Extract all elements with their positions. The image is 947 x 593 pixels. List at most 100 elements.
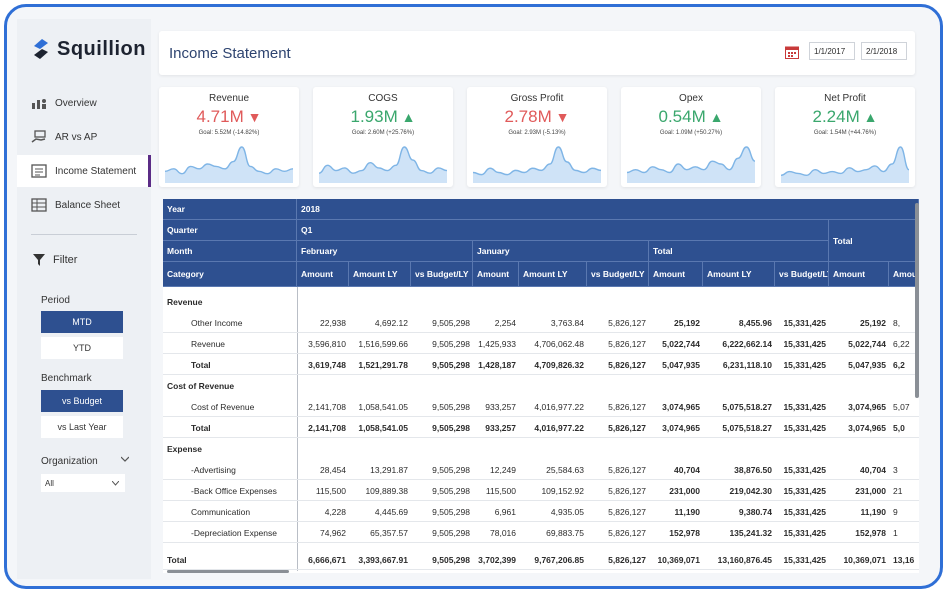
table-cell: 2,141,708: [308, 423, 346, 433]
table-row: Revenue 3,596,810 1,516,599.66 9,505,298 1,4…: [163, 333, 919, 354]
date-to-input[interactable]: 2/1/2018: [861, 42, 907, 60]
trend-down-icon: ▼: [551, 109, 570, 125]
table-cell: 3,074,965: [662, 402, 700, 412]
table-cell: 4,709,826.32: [534, 360, 584, 370]
table-cell: 65,357.57: [370, 528, 408, 538]
row-label[interactable]: Cost of Revenue: [167, 381, 235, 391]
benchmark-budget-button[interactable]: vs Budget: [41, 390, 123, 412]
table-cell: 25,192: [674, 318, 700, 328]
table-cell: 9,505,298: [432, 486, 470, 496]
table-cell: 15,331,425: [783, 423, 826, 433]
table-cell: 5,047,935: [662, 360, 700, 370]
table-cell: 5,826,127: [608, 318, 646, 328]
trend-up-icon: ▲: [859, 109, 878, 125]
organization-select[interactable]: All: [41, 474, 125, 492]
kpi-goal: Goal: 1.09M (+50.27%): [659, 130, 723, 136]
table-cell: 38,876.50: [734, 465, 772, 475]
organization-label-text: Organization: [41, 456, 98, 467]
kpi-title: Opex: [679, 93, 703, 104]
kpi-card[interactable]: COGS 1.93M ▲ Goal: 2.60M (+25.76%): [313, 87, 453, 187]
period-mtd-button[interactable]: MTD: [41, 311, 123, 333]
column-header[interactable]: Amou: [889, 262, 919, 287]
year-header: Year: [163, 199, 297, 220]
table-row: -Advertising 28,454 13,291.87 9,505,298 12,2…: [163, 459, 919, 480]
row-label: Communication: [191, 507, 251, 517]
column-header[interactable]: Amount: [649, 262, 703, 287]
period-ytd-button[interactable]: YTD: [41, 337, 123, 359]
trend-down-icon: ▼: [243, 109, 262, 125]
benchmark-last-year-button[interactable]: vs Last Year: [41, 416, 123, 438]
column-header[interactable]: Amount LY: [703, 262, 775, 287]
column-header[interactable]: Amount LY: [349, 262, 411, 287]
table-cell: 4,692.12: [374, 318, 408, 328]
kpi-card[interactable]: Net Profit 2.24M ▲ Goal: 1.54M (+44.76%): [775, 87, 915, 187]
date-from-input[interactable]: 1/1/2017: [809, 42, 855, 60]
sparkline: [165, 146, 293, 183]
table-cell: 6,22: [893, 339, 910, 349]
sidebar-item-ar-vs-ap[interactable]: AR vs AP: [17, 121, 151, 153]
squillion-logo-icon: [34, 39, 48, 59]
kpi-goal: Goal: 2.60M (+25.76%): [351, 130, 415, 136]
table-cell: 5,826,127: [608, 465, 646, 475]
table-cell: 135,241.32: [729, 528, 772, 538]
table-cell: 8,455.96: [738, 318, 772, 328]
sparkline: [473, 146, 601, 183]
sidebar-item-balance-sheet[interactable]: Balance Sheet: [17, 189, 151, 221]
month-january: January: [473, 241, 649, 262]
trend-up-icon: ▲: [705, 109, 724, 125]
kpi-card[interactable]: Opex 0.54M ▲ Goal: 1.09M (+50.27%): [621, 87, 761, 187]
table-cell: 9,505,298: [432, 339, 470, 349]
table-cell: 15,331,425: [783, 318, 826, 328]
column-header[interactable]: vs Budget/LY: [411, 262, 473, 287]
sidebar-item-overview[interactable]: Overview: [17, 87, 151, 119]
table-cell: 15,331,425: [783, 360, 826, 370]
kpi-card[interactable]: Gross Profit 2.78M ▼ Goal: 2.93M (-5.13%): [467, 87, 607, 187]
chevron-down-icon[interactable]: [121, 456, 129, 462]
table-cell: 5,826,127: [608, 507, 646, 517]
table-cell: 10,369,071: [657, 555, 700, 565]
table-cell: 1,058,541.05: [358, 423, 408, 433]
horizontal-scrollbar[interactable]: [167, 570, 289, 573]
spreadsheet-icon: [31, 198, 47, 212]
table-cell: 5,826,127: [608, 528, 646, 538]
table-row: Cost of Revenue: [163, 375, 919, 396]
sidebar-item-income-statement[interactable]: Income Statement: [17, 155, 151, 187]
column-header[interactable]: Amount: [829, 262, 889, 287]
table-cell: 25,584.63: [546, 465, 584, 475]
row-label[interactable]: Expense: [167, 444, 202, 454]
kpi-value: 2.78M ▼: [467, 107, 607, 127]
kpi-value-text: 2.78M: [504, 107, 552, 126]
table-row: Total 2,141,708 1,058,541.05 9,505,298 933,2…: [163, 417, 919, 438]
table-cell: 15,331,425: [783, 339, 826, 349]
table-cell: 1,516,599.66: [358, 339, 408, 349]
table-cell: 5,07: [893, 402, 910, 412]
table-cell: 15,331,425: [783, 507, 826, 517]
column-header[interactable]: Amount: [297, 262, 349, 287]
year-value: 2018: [297, 199, 919, 220]
kpi-card[interactable]: Revenue 4.71M ▼ Goal: 5.52M (-14.82%): [159, 87, 299, 187]
sparkline-line: [165, 146, 293, 175]
column-header[interactable]: Amount LY: [519, 262, 587, 287]
column-header[interactable]: vs Budget/LY: [587, 262, 649, 287]
table-cell: 9: [893, 507, 898, 517]
table-cell: 5,075,518.27: [722, 402, 772, 412]
row-label[interactable]: Revenue: [167, 297, 203, 307]
calendar-icon[interactable]: [785, 45, 799, 59]
table-cell: 9,380.74: [738, 507, 772, 517]
table-cell: 6,961: [494, 507, 516, 517]
table-cell: 13,160,876.45: [717, 555, 772, 565]
table-cell: 9,505,298: [432, 318, 470, 328]
sparkline-line: [473, 146, 601, 176]
table-cell: 5,0: [893, 423, 905, 433]
table-cell: 9,505,298: [432, 465, 470, 475]
column-header[interactable]: Amount: [473, 262, 519, 287]
app-name: Squillion: [57, 37, 146, 60]
table-cell: 9,505,298: [432, 507, 470, 517]
column-header[interactable]: vs Budget/LY: [775, 262, 829, 287]
app-logo: Squillion: [31, 37, 146, 61]
table-cell: 3,763.84: [550, 318, 584, 328]
month-february: February: [297, 241, 473, 262]
vertical-scrollbar[interactable]: [915, 203, 919, 398]
table-cell: 6,222,662.14: [722, 339, 772, 349]
table-cell: 4,935.05: [550, 507, 584, 517]
